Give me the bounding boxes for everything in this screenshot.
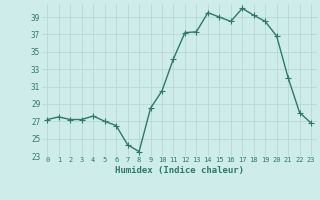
X-axis label: Humidex (Indice chaleur): Humidex (Indice chaleur) (115, 166, 244, 175)
